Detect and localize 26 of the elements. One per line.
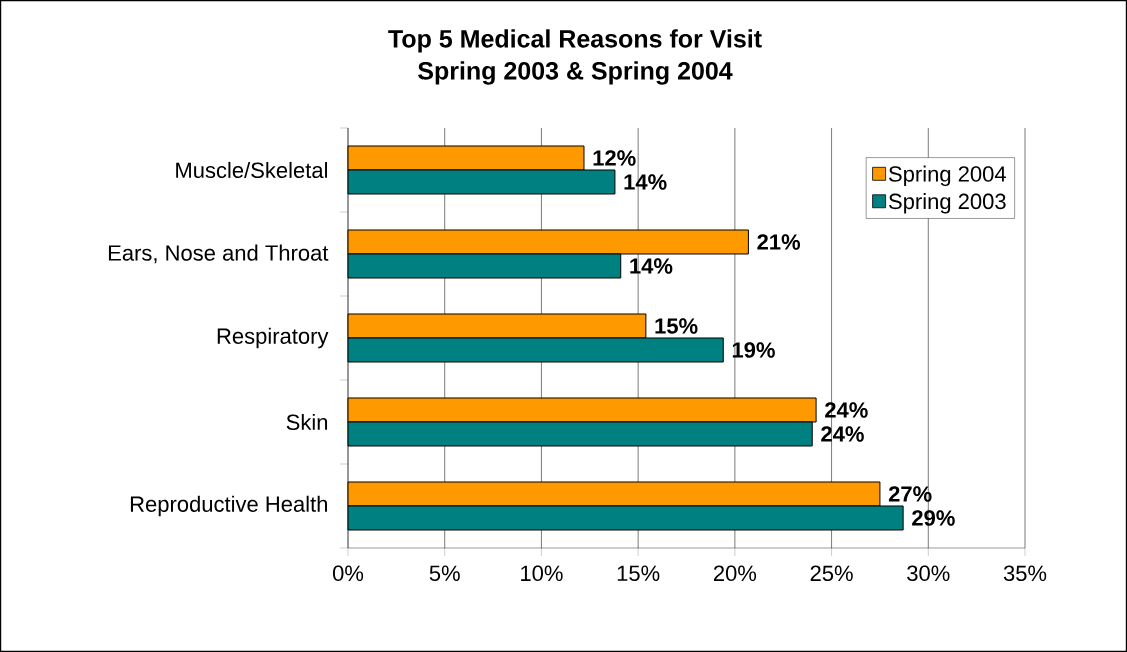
x-tick-label: 35% [1003, 565, 1047, 582]
y-tick-label: Muscle/Skeletal [176, 161, 327, 179]
x-tick-label: 0% [332, 565, 364, 582]
y-tick-label: Reproductive Health [130, 495, 327, 517]
data-label: 21% [757, 234, 801, 250]
y-tick-label: Ears, Nose and Throat [108, 244, 329, 264]
y-tick-label: Respiratory [217, 327, 329, 349]
x-tick-label: 30% [907, 565, 950, 582]
x-tick-label: 25% [810, 565, 853, 582]
x-tick-label: 15% [617, 565, 660, 582]
data-label: 24% [821, 426, 864, 442]
chart-title: Top 5 Medical Reasons for Visit Spring 2003 & Spring 2004 [388, 29, 762, 85]
data-label: 14% [630, 258, 673, 274]
data-label: 24% [825, 402, 868, 418]
y-tick-label: Skin [286, 413, 328, 431]
x-tick-label: 5% [429, 565, 460, 582]
data-label: 12% [593, 150, 636, 166]
data-label: 14% [624, 174, 667, 190]
x-tick-label: 10% [521, 565, 563, 582]
x-tick-label: 20% [713, 565, 757, 582]
legend-label: Spring 2004 [889, 165, 1006, 187]
data-label: 19% [732, 342, 775, 358]
data-label: 29% [912, 510, 955, 526]
legend-label: Spring 2003 [889, 193, 1006, 214]
data-label: 27% [888, 486, 932, 502]
data-label: 15% [655, 318, 698, 334]
